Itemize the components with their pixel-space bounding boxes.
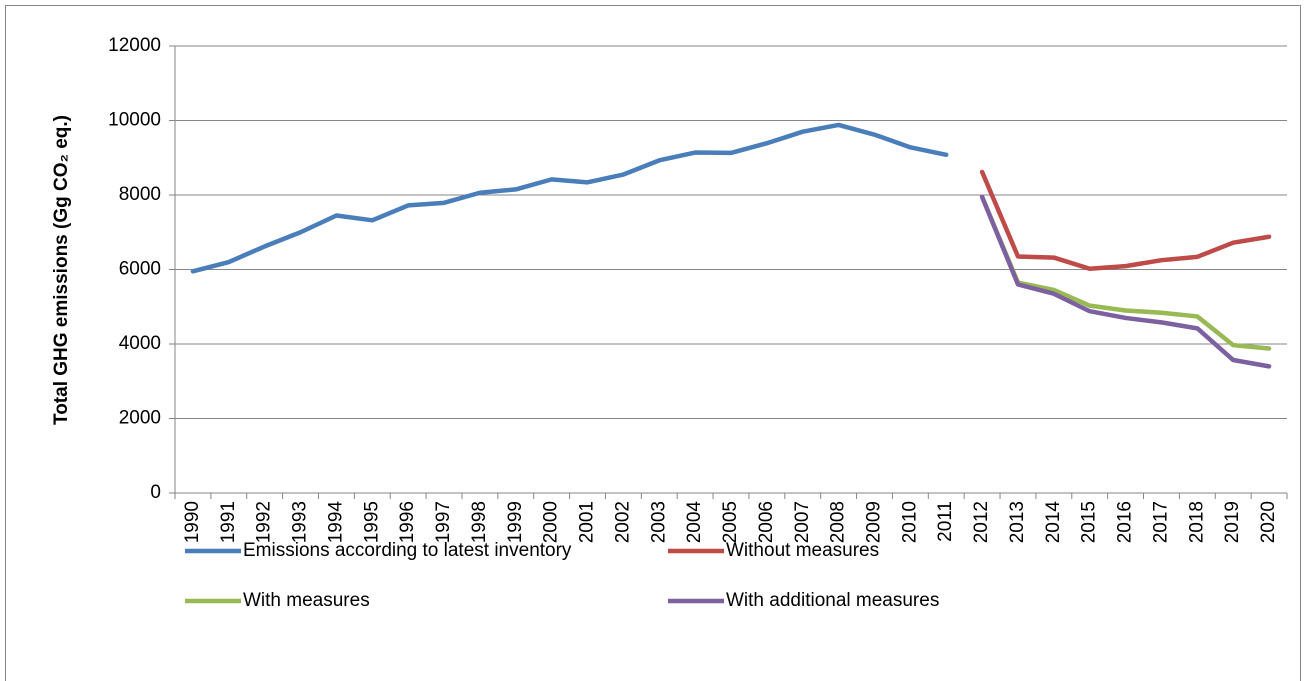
x-tick-label: 2013 [1007, 501, 1028, 543]
x-tick-label: 2016 [1115, 501, 1136, 543]
x-tick-label: 2008 [828, 501, 849, 543]
x-tick-label: 1999 [505, 501, 526, 543]
y-tick-label: 6000 [119, 259, 161, 280]
x-tick-label: 2005 [720, 501, 741, 543]
y-axis-label: Total GHG emissions (Gg CO₂ eq.) [51, 115, 72, 425]
x-tick-label: 2010 [899, 501, 920, 543]
x-tick-label: 2002 [612, 501, 633, 543]
y-tick-label: 2000 [119, 408, 161, 429]
x-tick-label: 2017 [1150, 501, 1171, 543]
x-tick-label: 1991 [218, 501, 239, 543]
legend-label: Without measures [726, 540, 879, 561]
series-line [190, 122, 949, 274]
x-tick-label: 2000 [541, 501, 562, 543]
y-tick-label: 8000 [119, 184, 161, 205]
series-line [979, 169, 1272, 272]
x-tick-label: 1995 [361, 501, 382, 543]
x-tick-label: 1996 [397, 501, 418, 543]
chart-border [5, 5, 1301, 681]
x-tick-label: 2001 [577, 501, 598, 543]
legend-label: Emissions according to latest inventory [243, 540, 572, 561]
x-tick-label: 1990 [182, 501, 203, 543]
x-tick-label: 1994 [325, 501, 346, 544]
y-tick-label: 0 [150, 482, 161, 503]
x-tick-label: 2003 [648, 501, 669, 543]
x-tick-label: 2007 [792, 501, 813, 543]
x-tick-label: 2020 [1258, 501, 1279, 543]
legend-label: With additional measures [726, 590, 939, 611]
x-tick-label: 2006 [756, 501, 777, 543]
x-tick-label: 2015 [1079, 501, 1100, 543]
series-line [979, 194, 1272, 351]
x-tick-label: 1993 [290, 501, 311, 543]
y-tick-label: 4000 [119, 333, 161, 354]
y-tick-label: 12000 [108, 35, 161, 56]
x-tick-label: 2004 [684, 501, 705, 544]
x-tick-label: 2012 [971, 501, 992, 543]
legend-label: With measures [243, 590, 370, 611]
series-line [979, 194, 1272, 369]
x-tick-label: 2011 [935, 501, 956, 542]
x-tick-label: 2014 [1043, 501, 1064, 544]
x-tick-label: 1992 [254, 501, 275, 543]
x-tick-label: 1997 [433, 501, 454, 543]
y-tick-label: 10000 [108, 110, 161, 131]
x-tick-label: 2019 [1222, 501, 1243, 543]
x-tick-label: 2009 [863, 501, 884, 543]
x-tick-label: 2018 [1186, 501, 1207, 543]
x-tick-label: 1998 [469, 501, 490, 543]
